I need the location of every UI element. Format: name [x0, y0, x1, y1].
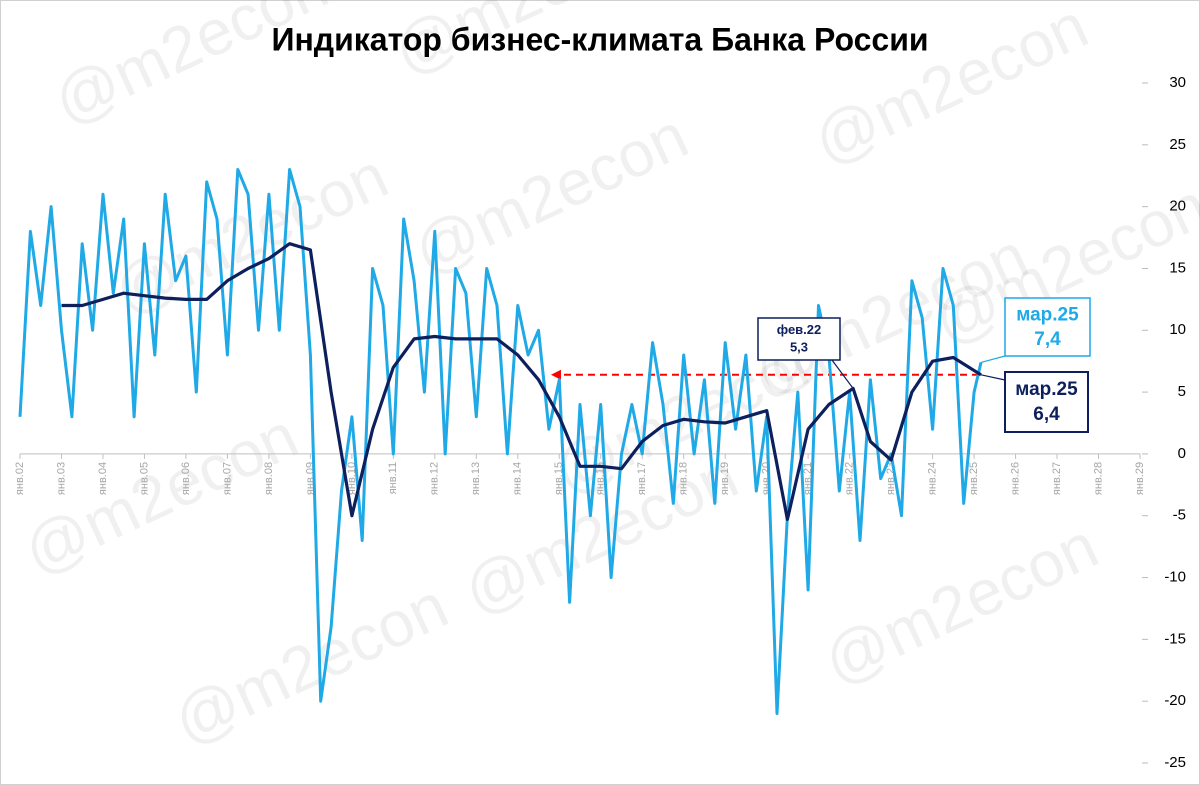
y-tick-label: -15 — [1164, 630, 1186, 647]
x-tick-label: янв.13 — [470, 462, 482, 495]
annotation-box — [757, 317, 841, 361]
x-tick-label: янв.10 — [346, 462, 358, 495]
reference-arrow — [550, 369, 561, 380]
y-tick-label: 25 — [1169, 136, 1186, 153]
x-tick-label: янв.17 — [636, 462, 648, 495]
annotation-box — [1004, 297, 1091, 357]
x-tick-label: янв.27 — [1051, 462, 1063, 495]
annotation-label: фев.22 — [777, 322, 822, 337]
x-tick-label: янв.22 — [844, 462, 856, 495]
x-tick-label: янв.03 — [55, 462, 67, 495]
x-tick-label: янв.18 — [678, 462, 690, 495]
x-tick-label: янв.24 — [926, 462, 938, 495]
series-line — [61, 242, 982, 521]
x-tick-label: янв.14 — [512, 462, 524, 495]
annotation-label: мар.25 — [1015, 379, 1078, 400]
y-tick-label: -5 — [1173, 507, 1186, 524]
annotation-leader — [980, 374, 1006, 381]
y-tick-label: 0 — [1178, 445, 1186, 462]
y-tick-label: 15 — [1169, 259, 1186, 276]
annotation-value: 6,4 — [1033, 404, 1060, 425]
x-tick-label: янв.05 — [138, 462, 150, 495]
x-tick-label: янв.07 — [221, 462, 233, 495]
annotation-value: 7,4 — [1034, 329, 1061, 350]
y-tick-label: 5 — [1178, 383, 1186, 400]
annotation-value: 5,3 — [790, 340, 808, 355]
y-tick-label: -10 — [1164, 569, 1186, 586]
x-tick-label: янв.08 — [263, 462, 275, 495]
annotation-leader — [980, 355, 1006, 363]
x-tick-label: янв.26 — [1009, 462, 1021, 495]
y-tick-label: 30 — [1169, 74, 1186, 91]
annotation-leader — [831, 359, 854, 389]
y-tick-label: 10 — [1169, 321, 1186, 338]
y-tick-label: -25 — [1164, 754, 1186, 771]
x-tick-label: янв.29 — [1134, 462, 1146, 495]
x-tick-label: янв.25 — [968, 462, 980, 495]
x-tick-label: янв.06 — [180, 462, 192, 495]
x-tick-label: янв.20 — [761, 462, 773, 495]
annotation-box — [1004, 371, 1089, 433]
x-tick-label: янв.28 — [1092, 462, 1104, 495]
x-tick-label: янв.19 — [719, 462, 731, 495]
x-tick-label: янв.12 — [429, 462, 441, 495]
y-tick-label: 20 — [1169, 198, 1186, 215]
y-tick-label: -20 — [1164, 692, 1186, 709]
annotation-label: мар.25 — [1016, 304, 1079, 325]
chart-title: Индикатор бизнес-климата Банка России — [271, 21, 928, 57]
x-tick-label: янв.04 — [97, 462, 109, 495]
x-tick-label: янв.11 — [387, 462, 399, 494]
x-tick-label: янв.02 — [14, 462, 26, 495]
